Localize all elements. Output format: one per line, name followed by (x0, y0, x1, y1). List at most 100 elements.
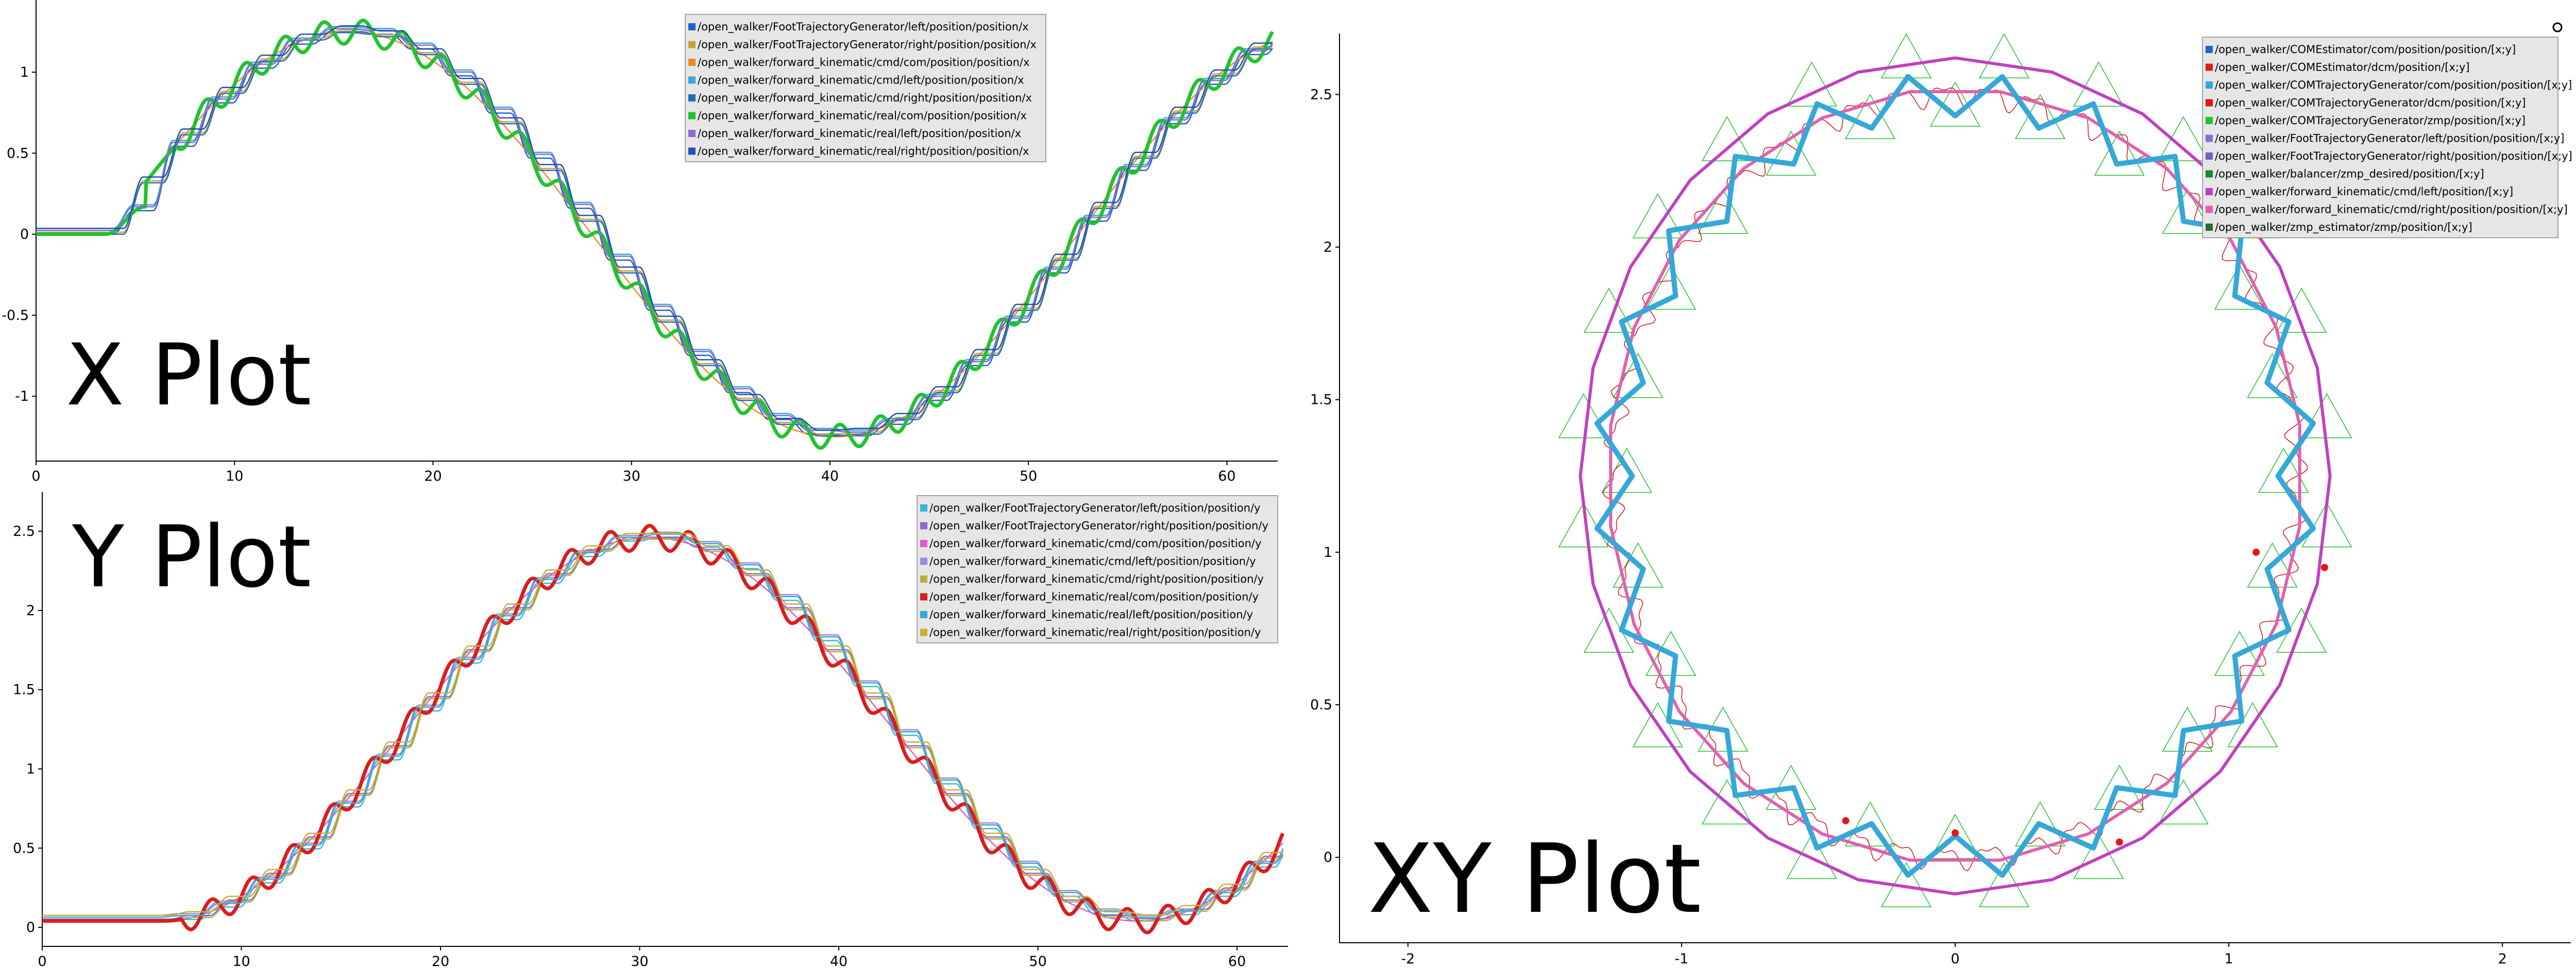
legend-label: /open_walker/FootTrajectoryGenerator/lef… (929, 502, 1261, 515)
zmp-marker (1698, 189, 1749, 234)
marker-icon (2552, 22, 2563, 32)
chart-0: 0 10 20 30 40 50 60 -1 -0.5 0 0.5 1 X Plot/open_walk… (2, 0, 1278, 484)
y-tick-label: 0 (26, 920, 35, 936)
legend-label: /open_walker/forward_kinematic/real/com/… (698, 110, 1027, 123)
x-tick-label: 20 (424, 468, 442, 484)
x-tick-label: 0 (38, 954, 46, 968)
legend-swatch (920, 629, 927, 636)
legend-label: /open_walker/COMEstimator/dcm/position/[… (2215, 61, 2470, 74)
y-tick-label: 2.5 (1310, 87, 1332, 103)
x-tick-label: 0 (1951, 951, 1959, 967)
legend-label: /open_walker/FootTrajectoryGenerator/rig… (698, 39, 1037, 52)
x-tick-label: 60 (1228, 954, 1246, 968)
zmp-marker (1786, 834, 1837, 879)
legend-box (685, 14, 1046, 162)
y-tick-label: 1 (1324, 545, 1332, 561)
series-line (1594, 74, 2316, 878)
series-line (36, 26, 1273, 431)
zmp-marker (1786, 61, 1837, 107)
y-tick-label: 1 (26, 761, 35, 777)
x-tick-label: 0 (31, 468, 40, 484)
zmp-marker (1766, 130, 1817, 176)
legend-label: /open_walker/forward_kinematic/cmd/left/… (929, 555, 1256, 568)
x-tick-label: 2 (2498, 951, 2507, 967)
series-line (36, 28, 1273, 433)
legend-label: /open_walker/COMTrajectoryGenerator/com/… (2215, 79, 2572, 92)
dcm-marker (1842, 817, 1850, 825)
legend-swatch (688, 41, 696, 48)
dcm-marker (2115, 838, 2123, 846)
legend-swatch (2206, 152, 2213, 160)
legend-box (2202, 37, 2558, 239)
legend-label: /open_walker/forward_kinematic/real/com/… (929, 591, 1259, 604)
series-line (1609, 90, 2301, 862)
y-tick-label: 2.5 (13, 523, 35, 539)
zmp-marker (2276, 287, 2327, 333)
legend-swatch (920, 504, 927, 512)
legend-swatch (2206, 117, 2213, 124)
legend-swatch (2206, 81, 2213, 89)
x-tick-label: 40 (830, 954, 848, 968)
legend-swatch (688, 130, 696, 137)
legend-swatch (688, 112, 696, 120)
series-group (42, 523, 1285, 935)
dcm-marker (2321, 564, 2328, 571)
legend-label: /open_walker/forward_kinematic/cmd/right… (2215, 203, 2568, 216)
x-tick-label: 50 (1029, 954, 1046, 968)
legend-swatch (920, 557, 927, 565)
x-tick-label: 10 (226, 468, 243, 484)
x-tick-label: 10 (232, 954, 250, 968)
legend-label: /open_walker/forward_kinematic/cmd/com/p… (698, 56, 1029, 69)
plot-title: Y Plot (72, 507, 311, 606)
legend-swatch (688, 59, 696, 66)
legend-swatch (2206, 206, 2213, 213)
x-tick-label: 20 (432, 954, 449, 968)
zmp-marker (1583, 287, 1634, 333)
x-tick-label: 30 (623, 468, 640, 484)
plot-title: XY Plot (1368, 823, 1701, 935)
zmp-marker (1613, 353, 1664, 398)
legend-swatch (2206, 188, 2213, 195)
legend-swatch (2206, 134, 2213, 142)
legend-label: /open_walker/zmp_estimator/zmp/position/… (2215, 221, 2472, 234)
x-tick-label: 40 (821, 468, 839, 484)
zmp-marker (2073, 834, 2124, 879)
legend-label: /open_walker/forward_kinematic/real/left… (698, 127, 1021, 140)
legend: /open_walker/COMEstimator/com/position/p… (2202, 37, 2572, 239)
legend: /open_walker/FootTrajectoryGenerator/lef… (917, 495, 1278, 643)
legend-swatch (2206, 46, 2213, 53)
series-line (42, 536, 1283, 920)
legend-swatch (920, 593, 927, 601)
x-tick-label: 50 (1020, 468, 1037, 484)
legend-label: /open_walker/COMTrajectoryGenerator/zmp/… (2215, 114, 2526, 127)
legend-swatch (2206, 99, 2213, 107)
legend-swatch (920, 540, 927, 547)
series-line (36, 25, 1273, 431)
y-tick-label: 1 (20, 64, 29, 80)
legend-label: /open_walker/FootTrajectoryGenerator/lef… (698, 21, 1029, 33)
series-line (1602, 87, 2308, 871)
series-line (36, 19, 1275, 450)
legend-swatch (688, 76, 696, 84)
y-tick-label: -1 (15, 388, 29, 404)
x-tick-label: 60 (1218, 468, 1235, 484)
plot-title: X Plot (66, 326, 311, 424)
series-group (36, 19, 1275, 450)
y-tick-label: -0.5 (2, 308, 29, 324)
zmp-marker (1978, 33, 2030, 79)
zmp-marker (2073, 61, 2124, 107)
y-tick-label: 2 (1324, 240, 1332, 256)
y-tick-label: 0 (20, 227, 29, 243)
legend-swatch (2206, 63, 2213, 71)
x-tick-label: 1 (2225, 951, 2233, 967)
chart-2: -2 -1 0 1 2 0 0.5 1 1.5 2 2.5 XY Plot/open_walker/C… (1310, 22, 2572, 967)
zmp-marker (1646, 264, 1697, 310)
legend-label: /open_walker/balancer/zmp_desired/positi… (2215, 168, 2484, 181)
series-line (42, 538, 1283, 922)
legend-swatch (2206, 170, 2213, 178)
chart-1: 0 10 20 30 40 50 60 0 0.5 1 1.5 2 2.5 Y Plot/open_wal… (13, 492, 1288, 968)
zmp-marker (1632, 702, 1683, 748)
zmp-marker (2158, 116, 2209, 161)
y-tick-label: 0.5 (13, 840, 35, 856)
